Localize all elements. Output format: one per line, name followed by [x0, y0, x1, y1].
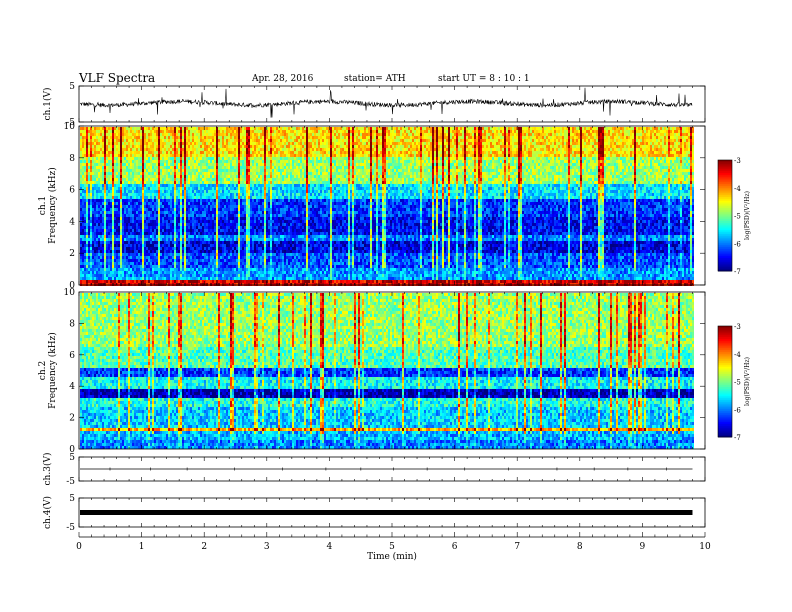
ch1-spectrogram-cells	[80, 127, 694, 286]
time-axis-tick-label: 5	[389, 542, 395, 552]
time-axis-tick-label: 9	[640, 542, 646, 552]
ch1-spectrogram-colorbar-tick-label: -4	[734, 185, 741, 193]
ch1-spectrogram-ylabel: Frequency (kHz)	[47, 167, 58, 244]
ch2-spectrogram-tick-label: 8	[69, 319, 75, 329]
time-axis-tick-label: 3	[264, 542, 270, 552]
time-axis-label: Time (min)	[367, 551, 417, 562]
ch4-waveform-tick-label: -5	[66, 523, 75, 533]
ch2-spectrogram-ylabel: ch.2	[38, 361, 48, 380]
ch2-spectrogram-ylabel: Frequency (kHz)	[47, 332, 58, 409]
ch1-spectrogram-colorbar-tick-label: -3	[734, 157, 741, 165]
time-axis-tick-label: 8	[577, 542, 583, 552]
ch1-spectrogram-tick-label: 8	[69, 154, 75, 164]
ch2-spectrogram-colorbar-label: log(PSD)(V²/Hz)	[744, 357, 751, 406]
ch1-waveform-tick-label: 5	[69, 82, 75, 92]
ch4-waveform-series-line	[80, 510, 692, 515]
ch3-waveform-tick-label: 5	[69, 453, 75, 463]
ch1-spectrogram-tick-label: 2	[69, 249, 75, 259]
ch2-spectrogram-cells	[80, 293, 694, 449]
time-axis-tick-label: 10	[699, 542, 711, 552]
time-axis-tick-label: 0	[76, 542, 82, 552]
ch1-waveform-ylabel: ch.1(V)	[42, 88, 53, 121]
ch1-waveform-series-line	[80, 88, 692, 118]
time-axis-tick-label: 1	[139, 542, 145, 552]
time-axis-tick-label: 2	[201, 542, 207, 552]
ch3-waveform-ylabel: ch.3(V)	[42, 453, 53, 486]
ch2-spectrogram-colorbar-tick-label: -5	[734, 379, 741, 387]
ch2-spectrogram-tick-label: 2	[69, 414, 75, 424]
ch2-spectrogram-colorbar-tick-label: -3	[734, 323, 741, 331]
ch4-waveform-ylabel: ch.4(V)	[42, 496, 53, 529]
ch1-spectrogram-ylabel: ch.1	[38, 196, 48, 215]
time-axis-tick-label: 7	[514, 542, 520, 552]
ch1-spectrogram-colorbar-tick-label: -5	[734, 213, 741, 221]
time-axis-tick-label: 4	[327, 542, 333, 552]
ch2-spectrogram-colorbar-tick-label: -6	[734, 406, 741, 414]
ch1-spectrogram-tick-label: 10	[64, 122, 76, 132]
ch1-spectrogram-colorbar-tick-label: -6	[734, 240, 741, 248]
ch1-spectrogram-tick-label: 6	[69, 186, 75, 196]
ch2-spectrogram-tick-label: 4	[69, 382, 75, 392]
ch2-spectrogram-tick-label: 6	[69, 351, 75, 361]
ch1-spectrogram-tick-label: 4	[69, 217, 75, 227]
ch1-spectrogram-colorbar-tick-label: -7	[734, 268, 741, 276]
ch2-spectrogram-tick-label: 10	[64, 288, 76, 298]
ch1-spectrogram-colorbar-label: log(PSD)(V²/Hz)	[744, 191, 751, 240]
time-axis-tick-label: 6	[452, 542, 458, 552]
ch2-spectrogram-colorbar-tick-label: -7	[734, 434, 741, 442]
ch2-spectrogram-colorbar-tick-label: -4	[734, 351, 741, 359]
ch3-waveform-tick-label: -5	[66, 477, 75, 487]
ch4-waveform-tick-label: 5	[69, 494, 75, 504]
